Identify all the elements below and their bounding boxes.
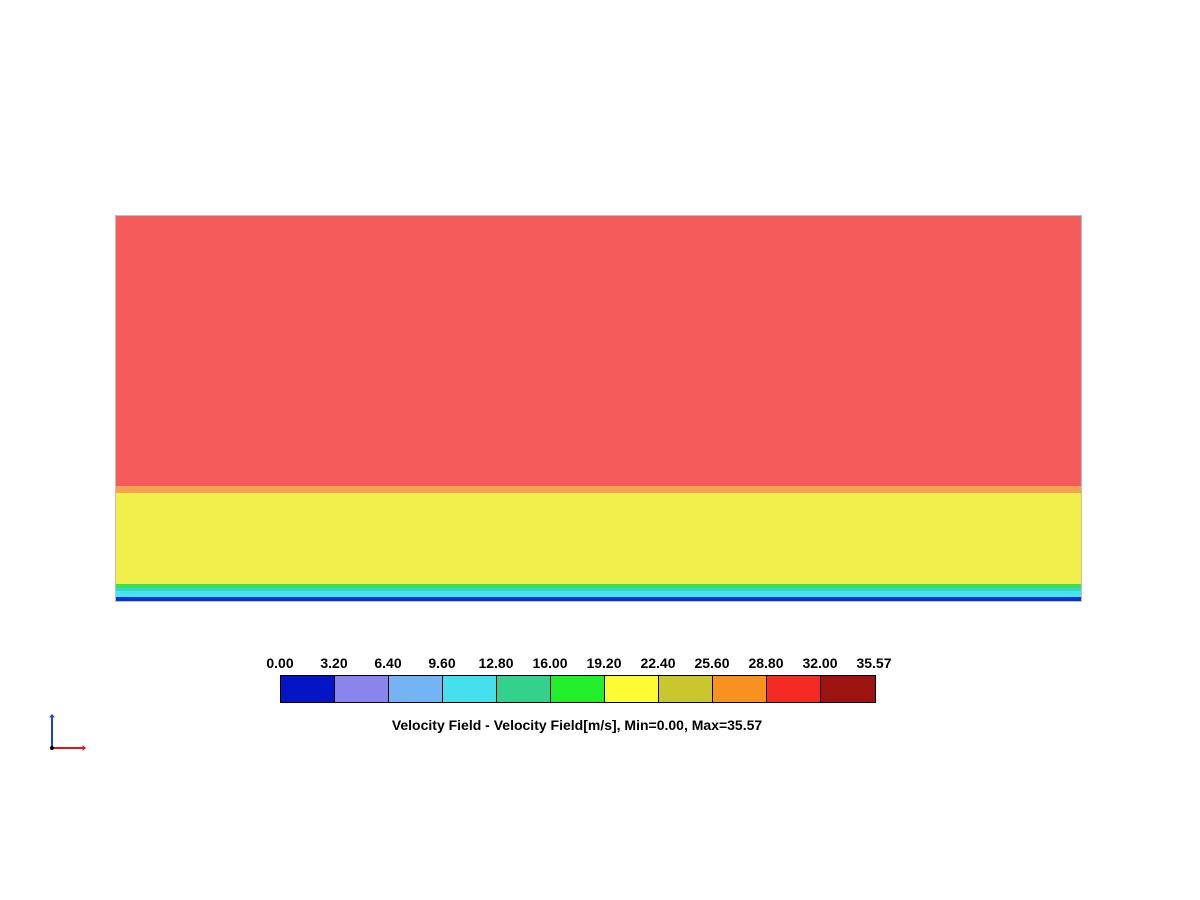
- legend-swatch: [443, 676, 497, 702]
- legend-tick: 19.20: [577, 655, 631, 671]
- field-strip: [116, 486, 1081, 494]
- legend-tick: 9.60: [415, 655, 469, 671]
- legend-caption: Velocity Field - Velocity Field[m/s], Mi…: [253, 717, 901, 733]
- legend-swatch: [605, 676, 659, 702]
- legend-tick: 0.00: [253, 655, 307, 671]
- field-strip: [116, 597, 1081, 601]
- legend-tick: 35.57: [847, 655, 901, 671]
- legend-swatch: [551, 676, 605, 702]
- axis-triad: [48, 710, 92, 759]
- figure-canvas: 0.003.206.409.6012.8016.0019.2022.4025.6…: [0, 0, 1200, 900]
- legend-swatch: [281, 676, 335, 702]
- legend-tick: 28.80: [739, 655, 793, 671]
- legend-swatch: [713, 676, 767, 702]
- legend-tick: 6.40: [361, 655, 415, 671]
- legend-swatch-offset: [253, 675, 280, 703]
- legend-tick: 12.80: [469, 655, 523, 671]
- field-strip: [116, 216, 1081, 486]
- legend-tick: 22.40: [631, 655, 685, 671]
- velocity-field-plot: [115, 215, 1082, 602]
- legend-tick: 32.00: [793, 655, 847, 671]
- color-legend: 0.003.206.409.6012.8016.0019.2022.4025.6…: [253, 655, 901, 733]
- field-strip: [116, 493, 1081, 583]
- legend-swatch: [767, 676, 821, 702]
- legend-swatches: [280, 675, 876, 703]
- legend-swatch: [389, 676, 443, 702]
- axis-triad-icon: [48, 710, 92, 754]
- legend-tick: 25.60: [685, 655, 739, 671]
- legend-swatch: [497, 676, 551, 702]
- legend-tick-labels: 0.003.206.409.6012.8016.0019.2022.4025.6…: [253, 655, 901, 671]
- legend-swatch: [659, 676, 713, 702]
- legend-swatch: [821, 676, 875, 702]
- legend-swatch: [335, 676, 389, 702]
- legend-tick: 16.00: [523, 655, 577, 671]
- legend-tick: 3.20: [307, 655, 361, 671]
